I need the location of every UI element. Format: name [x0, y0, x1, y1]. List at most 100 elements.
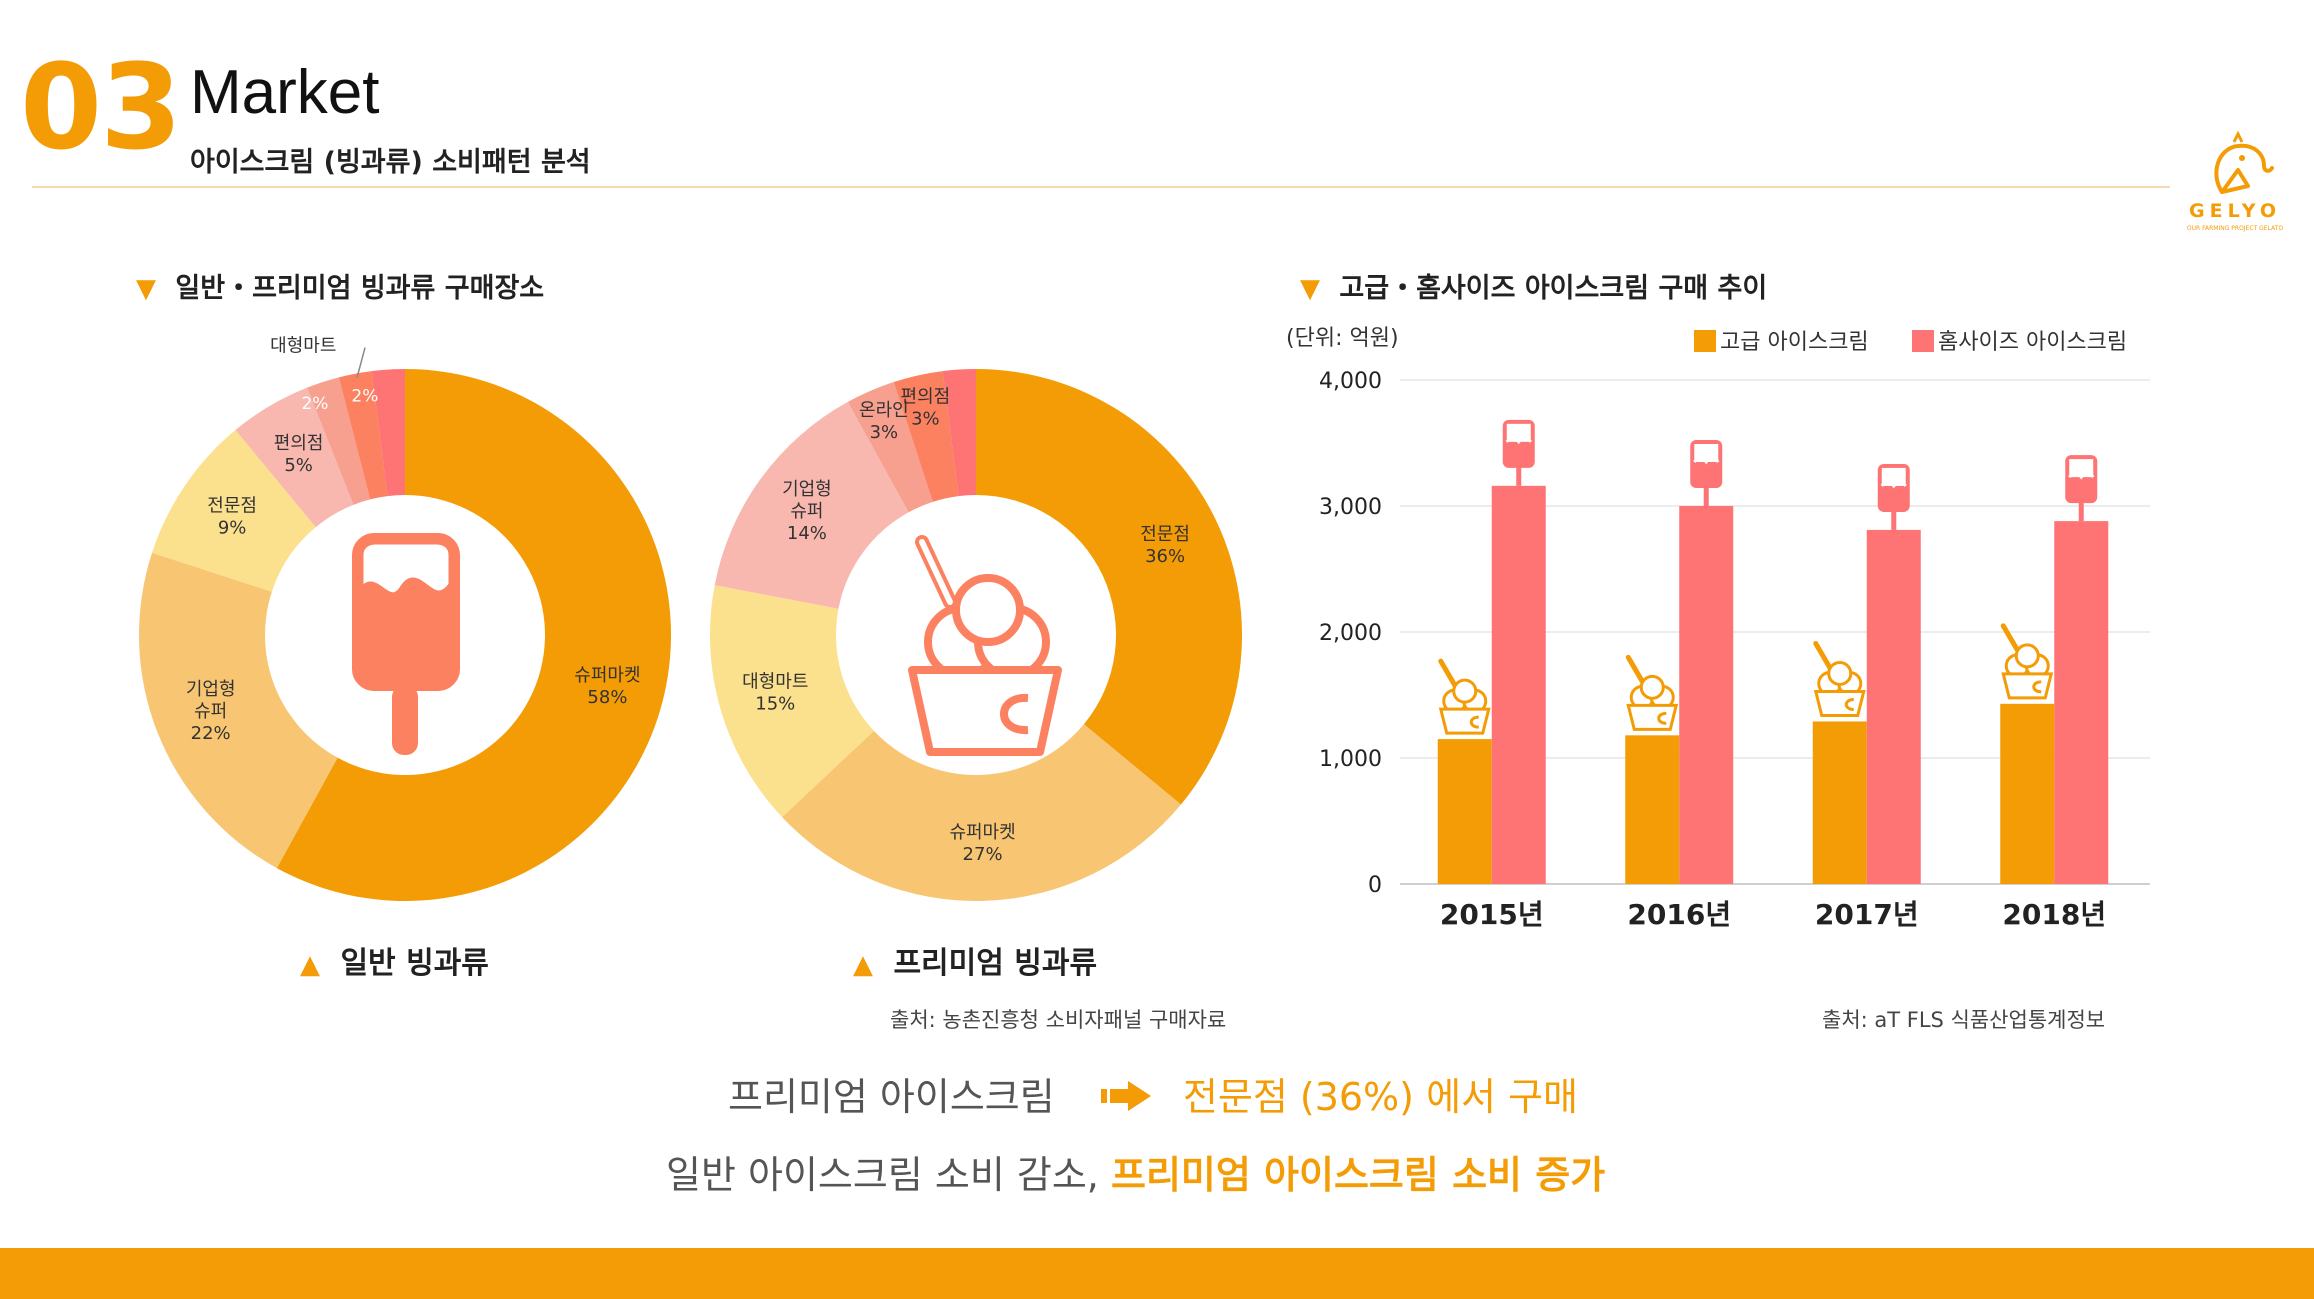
caption-premium-text: 프리미엄 빙과류	[893, 946, 1098, 981]
x-tick-label: 2016년	[1627, 898, 1731, 931]
logo-brand: GELYO	[2189, 200, 2281, 222]
pie-label-text: 기업형	[782, 479, 832, 500]
popsicle-icon	[352, 533, 460, 755]
left-heading-text: 일반・프리미엄 빙과류 구매장소	[175, 273, 545, 304]
x-tick-label: 2015년	[1440, 898, 1544, 931]
arrow-right-icon	[1100, 1078, 1153, 1122]
footer-bar	[0, 1248, 2314, 1299]
pie-value-label: 5%	[284, 455, 313, 476]
pie-label: 대형마트	[270, 335, 336, 356]
message-1-highlight: 전문점 (36%) 에서 구매	[1182, 1075, 1578, 1119]
pie-slice	[976, 369, 1242, 805]
ice-cream-cup-icon	[908, 535, 1062, 756]
y-tick-label: 0	[1368, 873, 1382, 898]
unit-label: (단위: 억원)	[1286, 326, 1399, 351]
pie-slice	[139, 552, 338, 869]
pie-slice	[276, 369, 671, 901]
pie-slice	[235, 387, 354, 528]
bar	[1437, 739, 1492, 884]
pie-value-label: 22%	[191, 723, 231, 744]
pie-slice	[782, 724, 1181, 902]
pie-value-label: 14%	[787, 523, 827, 544]
gelato-mascot-icon	[2214, 130, 2274, 194]
bar	[1812, 721, 1867, 884]
cup-icon	[1438, 658, 1491, 735]
triangle-down-icon: ▼	[1300, 274, 1320, 304]
message-line-2: 일반 아이스크림 소비 감소, 프리미엄 아이스크림 소비 증가	[666, 1144, 1605, 1199]
triangle-up-icon: ▲	[853, 950, 873, 980]
pie-label-text: 대형마트	[270, 335, 336, 356]
message-2-highlight: 프리미엄 아이스크림 소비 증가	[1110, 1153, 1606, 1197]
message-1-prefix: 프리미엄 아이스크림	[728, 1075, 1055, 1119]
legend-label: 홈사이즈 아이스크림	[1938, 330, 2127, 355]
caption-premium: ▲ 프리미엄 빙과류	[853, 938, 1097, 982]
pie-label-text: 전문점	[1140, 524, 1190, 545]
pie-label-text: 슈퍼	[194, 701, 227, 722]
right-source: 출처: aT FLS 식품산업통계정보	[1822, 1008, 2106, 1032]
section-number: 03	[20, 38, 182, 176]
left-heading: ▼ 일반・프리미엄 빙과류 구매장소	[136, 266, 544, 305]
page-title: Market	[190, 58, 380, 127]
bar	[1625, 735, 1680, 884]
pie-slice	[847, 382, 933, 513]
pie-label-text: 전문점	[207, 496, 257, 517]
tub-icon	[1877, 463, 1910, 530]
pie-label-text: 편의점	[901, 387, 951, 408]
pie-value-label: 3%	[911, 409, 940, 430]
pie-value-label: 2%	[301, 394, 328, 414]
pie-value-label: 15%	[755, 693, 795, 714]
x-tick-label: 2018년	[2002, 898, 2106, 931]
page-subtitle: 아이스크림 (빙과류) 소비패턴 분석	[190, 147, 591, 178]
triangle-up-icon: ▲	[300, 950, 320, 980]
pie-label-text: 대형마트	[742, 671, 808, 692]
pie-slice	[714, 401, 909, 609]
pie-label-text: 편의점	[274, 433, 324, 454]
pie-label-text: 슈퍼마켓	[949, 822, 1015, 843]
cup-icon	[1625, 654, 1679, 731]
pie-label-text: 온라인	[859, 400, 909, 421]
bar	[2000, 703, 2055, 884]
triangle-down-icon: ▼	[136, 274, 156, 304]
y-tick-label: 2,000	[1319, 621, 1382, 646]
bar-chart: (단위: 억원) 고급 아이스크림 홈사이즈 아이스크림 0 1,000 2,000 3,0…	[1286, 326, 2150, 931]
y-tick-label: 1,000	[1319, 747, 1382, 772]
pie-slice	[893, 371, 959, 502]
logo-tagline: OUR FARMING PROJECT GELATO	[2186, 225, 2284, 232]
cup-icon	[2000, 623, 2054, 700]
pie-label-text: 슈퍼마켓	[574, 665, 640, 686]
x-tick-label: 2017년	[1815, 898, 1919, 931]
caption-general-text: 일반 빙과류	[340, 946, 489, 981]
y-tick-label: 3,000	[1319, 495, 1382, 520]
legend: 고급 아이스크림 홈사이즈 아이스크림	[1694, 330, 2127, 355]
y-tick-label: 4,000	[1319, 369, 1382, 394]
pie-value-label: 27%	[963, 844, 1003, 865]
bar	[2054, 521, 2109, 884]
pie-slice	[307, 377, 371, 505]
message-line-1: 프리미엄 아이스크림 전문점 (36%) 에서 구매	[728, 1066, 1578, 1122]
pie-slice	[371, 369, 405, 497]
left-source: 출처: 농촌진흥청 소비자패널 구매자료	[890, 1008, 1227, 1032]
caption-general: ▲ 일반 빙과류	[300, 938, 489, 982]
pie-slice	[710, 585, 874, 818]
pie-slice	[338, 371, 388, 500]
bar	[1491, 485, 1546, 884]
bar	[1679, 506, 1734, 884]
message-2-prefix: 일반 아이스크림 소비 감소,	[666, 1153, 1099, 1197]
legend-swatch	[1912, 330, 1934, 352]
header-divider	[32, 186, 2170, 188]
legend-label: 고급 아이스크림	[1720, 330, 1869, 355]
leader-line	[356, 347, 366, 378]
